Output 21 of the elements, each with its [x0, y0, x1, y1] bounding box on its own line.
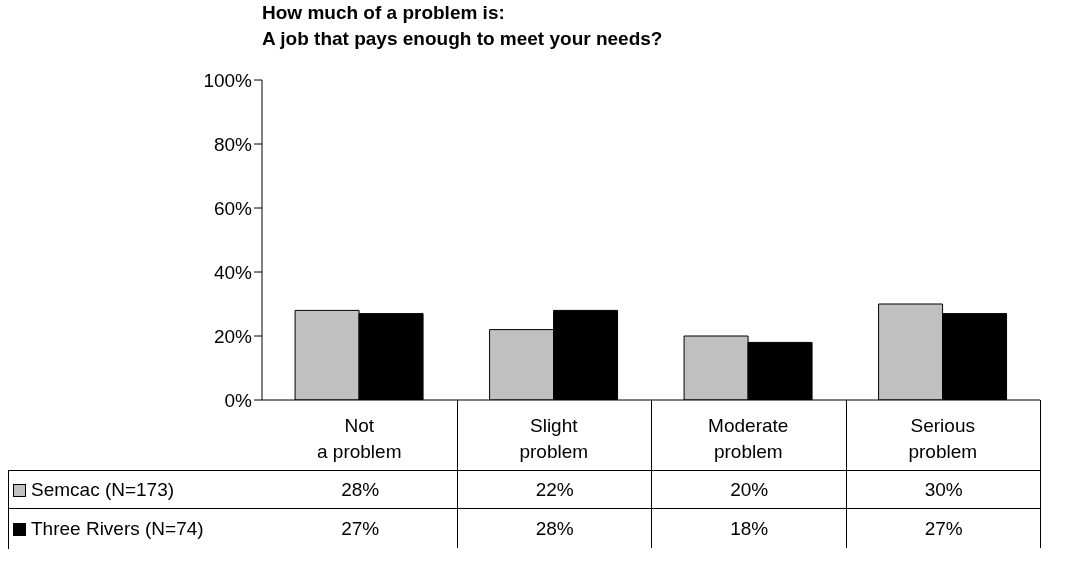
x-tick-label: Serious problem [908, 415, 978, 462]
data-label: 27% [923, 517, 964, 541]
y-tick-label: 80% [213, 133, 253, 155]
y-tick-label: 20% [213, 325, 253, 347]
x-tick-label: Not a problem [317, 415, 402, 462]
chart-title: How much of a problem is: A job that pays enough to meet your needs? [262, 1, 663, 51]
data-label: 30% [923, 478, 964, 502]
legend-label: Semcac (N=173) [30, 478, 175, 502]
data-label: 18% [729, 517, 770, 541]
data-label: 20% [729, 478, 770, 502]
y-tick-label: 40% [213, 261, 253, 283]
y-tick-label: 100% [203, 69, 253, 91]
data-label: 28% [534, 517, 575, 541]
data-label: 27% [340, 517, 381, 541]
y-tick-label: 60% [213, 197, 253, 219]
x-tick-label: Moderate problem [708, 415, 789, 462]
data-label: 22% [534, 478, 575, 502]
y-tick-label: 0% [224, 389, 253, 411]
legend-label: Three Rivers (N=74) [30, 517, 204, 541]
x-tick-label: Slight problem [519, 415, 589, 462]
data-label: 28% [340, 478, 381, 502]
